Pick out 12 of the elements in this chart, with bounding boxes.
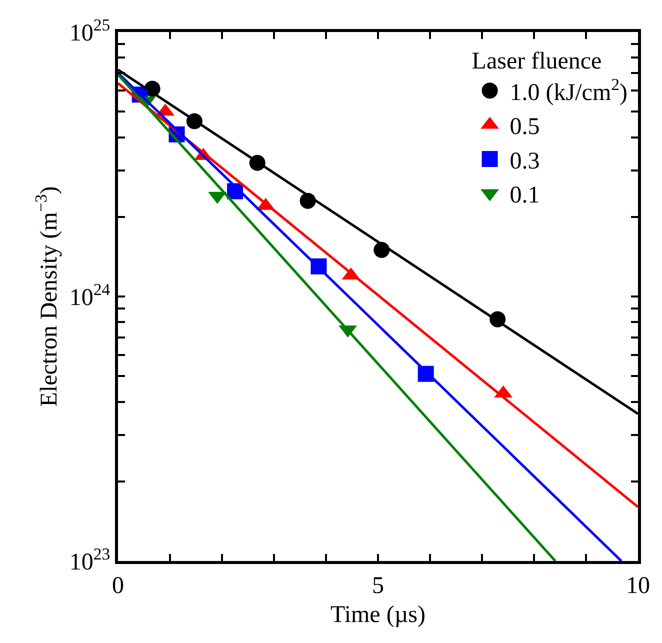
legend-label: 0.3: [510, 148, 540, 174]
legend-label: 1.0 (kJ/cm$^{2}$): [510, 74, 628, 106]
x-tick-label: 5: [372, 572, 384, 599]
x-axis-title: Time (µs): [330, 602, 426, 628]
legend-label: 0.5: [510, 114, 540, 140]
y-tick-label: 10$^{24}$: [69, 280, 111, 311]
legend-label: 0.1: [510, 182, 540, 209]
y-tick-label: 10$^{25}$: [69, 15, 110, 46]
x-tick-label: 10: [626, 572, 650, 599]
legend-title: Laser fluence: [472, 48, 602, 74]
y-tick-label: 10$^{23}$: [69, 544, 110, 576]
x-tick-label: 0: [112, 572, 124, 599]
